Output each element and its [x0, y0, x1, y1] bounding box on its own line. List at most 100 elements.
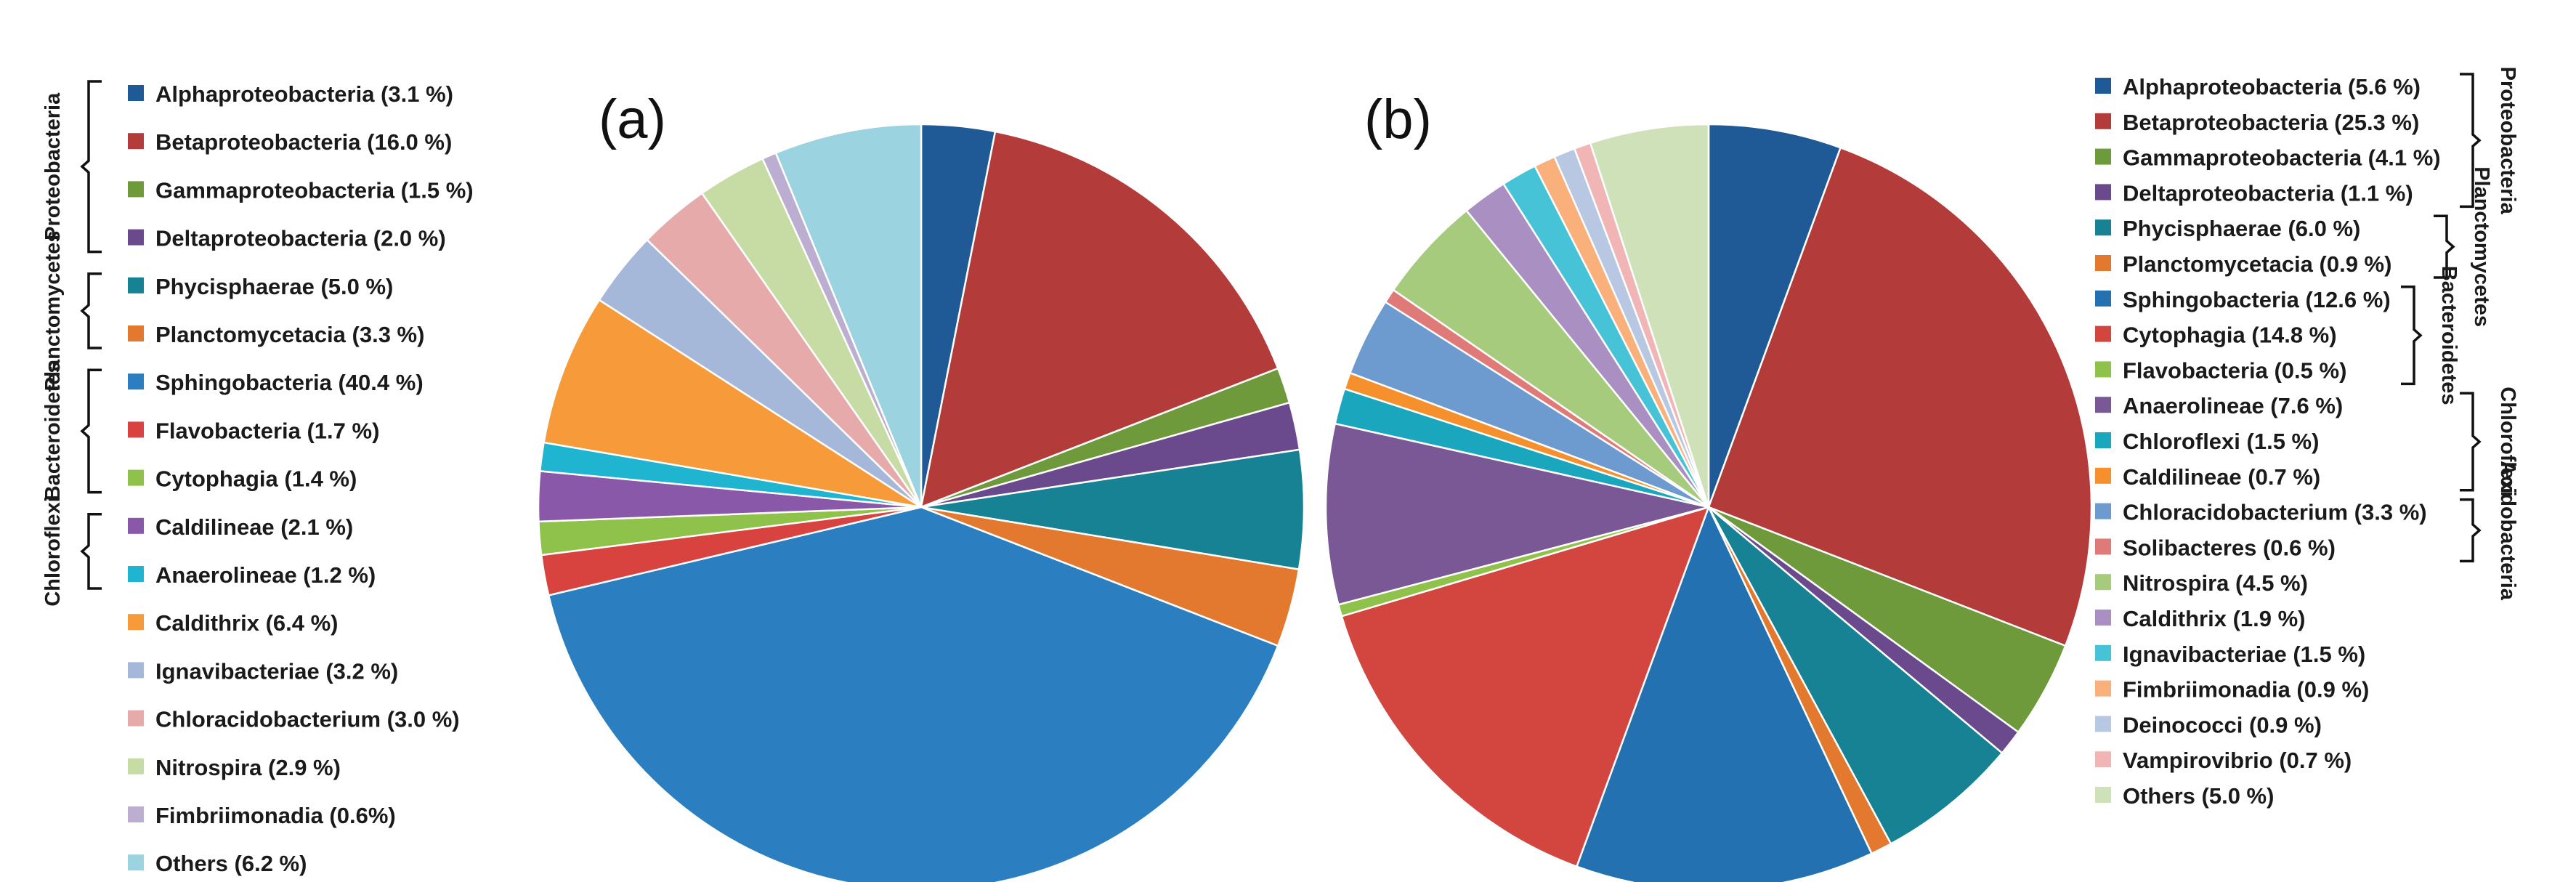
legend-swatch-cytophagia — [128, 469, 144, 486]
legend-swatch-caldithrix — [2095, 610, 2111, 626]
legend-swatch-planctomycetacia — [128, 325, 144, 341]
legend-label-planctomycetacia: Planctomycetacia (3.3 %) — [155, 322, 424, 347]
legend-swatch-sphingobacteria — [2095, 290, 2111, 307]
legend-label-caldilineae: Caldilineae (2.1 %) — [155, 514, 353, 540]
group-label-bacteroidetes: Bacteroidetes — [41, 361, 65, 501]
legend-swatch-ignavibacteriae — [128, 662, 144, 679]
legend-swatch-gammaproteobacteria — [2095, 148, 2111, 165]
legend-swatch-gammaproteobacteria — [128, 181, 144, 198]
legend-swatch-alphaproteobacteria — [2095, 78, 2111, 94]
legend-label-others: Others (6.2 %) — [155, 851, 307, 876]
group-label-proteobacteria: Proteobacteria — [41, 92, 65, 240]
legend-swatch-cytophagia — [2095, 325, 2111, 342]
legend-label-chloroflexi: Chloroflexi (1.5 %) — [2123, 429, 2319, 454]
group-label-proteobacteria: Proteobacteria — [2496, 67, 2519, 215]
legend-label-fimbriimonadia: Fimbriimonadia (0.6%) — [155, 803, 396, 828]
legend-swatch-chloroflexi — [2095, 432, 2111, 448]
panel-a: (a) Alphaproteobacteria (3.1 %) Betaprote… — [41, 80, 1305, 882]
group-bracket-bacteroidetes — [80, 368, 102, 494]
legend-label-planctomycetacia: Planctomycetacia (0.9 %) — [2123, 251, 2391, 277]
legend-label-anaerolineae: Anaerolineae (1.2 %) — [155, 562, 376, 588]
group-bracket-acidobacteria — [2460, 498, 2482, 563]
group-label-chloroflexi: Chloroflexi — [41, 496, 65, 606]
legend-label-phycisphaerae: Phycisphaerae (5.0 %) — [155, 274, 393, 299]
legend-swatch-solibacteres — [2095, 538, 2111, 555]
legend-swatch-sphingobacteria — [128, 373, 144, 390]
legend-label-alphaproteobacteria: Alphaproteobacteria (3.1 %) — [155, 81, 453, 107]
group-bracket-planctomycetes — [80, 272, 102, 349]
legend-swatch-nitrospira — [2095, 574, 2111, 591]
legend-label-anaerolineae: Anaerolineae (7.6 %) — [2123, 393, 2343, 418]
legend-swatch-phycisphaerae — [128, 277, 144, 294]
legend-swatch-fimbriimonadia — [2095, 680, 2111, 697]
legend-label-caldithrix: Caldithrix (6.4 %) — [155, 610, 339, 636]
legend-swatch-chloracidobacterium — [2095, 503, 2111, 519]
group-bracket-chloroflexi — [80, 513, 102, 590]
legend-swatch-chloracidobacterium — [128, 710, 144, 727]
legend-swatch-caldithrix — [128, 614, 144, 631]
panel-b: (b) Alphaproteobacteria (5.6 %) Betaprote… — [1324, 67, 2519, 882]
group-brackets-a: ProteobacteriaPlanctomycetesBacteroidete… — [41, 80, 102, 607]
pie-slice-others — [1589, 123, 1710, 508]
legend-label-caldithrix: Caldithrix (1.9 %) — [2123, 606, 2306, 631]
legend-swatch-nitrospira — [128, 758, 144, 774]
pie-slice-betaproteobacteria — [920, 130, 1279, 509]
group-bracket-chloroflexi — [2460, 392, 2482, 492]
legend-label-gammaproteobacteria: Gammaproteobacteria (4.1 %) — [2123, 145, 2441, 171]
legend-swatch-others — [128, 854, 144, 871]
legend-swatch-alphaproteobacteria — [128, 85, 144, 101]
pie-slice-sphingobacteria — [1575, 504, 1874, 882]
pie-slice-anaerolineae — [1324, 422, 1709, 606]
pie-slice-cytophagia — [1340, 506, 1711, 868]
legend-a: Alphaproteobacteria (3.1 %) Betaproteobac… — [128, 81, 474, 876]
legend-swatch-caldilineae — [128, 517, 144, 534]
legend-swatch-flavobacteria — [2095, 361, 2111, 378]
legend-label-chloracidobacterium: Chloracidobacterium (3.0 %) — [155, 707, 460, 732]
legend-swatch-others — [2095, 787, 2111, 803]
legend-label-flavobacteria: Flavobacteria (1.7 %) — [155, 418, 379, 443]
pie-b — [1324, 123, 2093, 882]
pie-slice-alphaproteobacteria — [1707, 123, 1842, 508]
pie-slice-betaproteobacteria — [1707, 146, 2093, 647]
legend-swatch-fimbriimonadia — [128, 806, 144, 822]
group-label-chloroflexi: Chloroflexi — [2496, 387, 2519, 496]
legend-swatch-vampirovibrio — [2095, 751, 2111, 768]
group-label-planctomycetes: Planctomycetes — [2470, 166, 2493, 327]
legend-swatch-deltaproteobacteria — [128, 229, 144, 246]
group-bracket-proteobacteria — [2460, 73, 2482, 209]
legend-label-alphaproteobacteria: Alphaproteobacteria (5.6 %) — [2123, 74, 2421, 100]
group-label-bacteroidetes: Bacteroidetes — [2437, 266, 2460, 405]
legend-swatch-deltaproteobacteria — [2095, 184, 2111, 201]
legend-swatch-caldilineae — [2095, 467, 2111, 484]
legend-label-solibacteres: Solibacteres (0.6 %) — [2123, 535, 2336, 560]
legend-label-others: Others (5.0 %) — [2123, 783, 2274, 809]
group-label-planctomycetes: Planctomycetes — [41, 230, 65, 391]
legend-label-phycisphaerae: Phycisphaerae (6.0 %) — [2123, 216, 2360, 241]
legend-swatch-planctomycetacia — [2095, 255, 2111, 271]
legend-swatch-deinococci — [2095, 716, 2111, 732]
legend-label-deinococci: Deinococci (0.9 %) — [2123, 712, 2322, 737]
legend-label-cytophagia: Cytophagia (1.4 %) — [155, 466, 357, 492]
legend-swatch-betaproteobacteria — [128, 133, 144, 150]
legend-label-chloracidobacterium: Chloracidobacterium (3.3 %) — [2123, 500, 2427, 525]
legend-label-sphingobacteria: Sphingobacteria (40.4 %) — [155, 370, 424, 395]
group-label-acidobacteria: Acidobacteria — [2496, 461, 2519, 601]
group-bracket-proteobacteria — [80, 80, 102, 254]
legend-label-vampirovibrio: Vampirovibrio (0.7 %) — [2123, 748, 2352, 773]
pie-slice-caldithrix — [543, 299, 922, 509]
legend-b: Alphaproteobacteria (5.6 %) Betaproteobac… — [2095, 74, 2441, 809]
pie-slice-others — [774, 123, 923, 508]
panel-a-label: (a) — [599, 89, 666, 150]
pie-slice-phycisphaerae — [920, 448, 1305, 571]
legend-label-sphingobacteria: Sphingobacteria (12.6 %) — [2123, 287, 2391, 312]
pie-a — [537, 123, 1305, 882]
legend-label-ignavibacteriae: Ignavibacteriae (3.2 %) — [155, 658, 398, 684]
legend-swatch-anaerolineae — [128, 566, 144, 582]
legend-label-betaproteobacteria: Betaproteobacteria (25.3 %) — [2123, 110, 2419, 135]
legend-label-caldilineae: Caldilineae (0.7 %) — [2123, 464, 2320, 490]
panel-b-label: (b) — [1364, 89, 1432, 150]
pie-slice-phycisphaerae — [1707, 506, 2004, 846]
legend-label-nitrospira: Nitrospira (2.9 %) — [155, 755, 341, 780]
